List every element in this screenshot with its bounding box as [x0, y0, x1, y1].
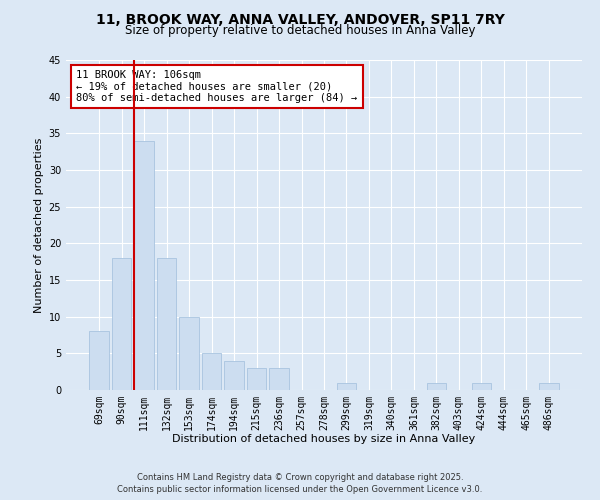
Bar: [202, 354, 221, 390]
Bar: [269, 368, 289, 390]
Bar: [472, 382, 491, 390]
Bar: [427, 382, 446, 390]
X-axis label: Distribution of detached houses by size in Anna Valley: Distribution of detached houses by size …: [172, 434, 476, 444]
Bar: [89, 332, 109, 390]
Bar: [157, 258, 176, 390]
Bar: [179, 316, 199, 390]
Bar: [247, 368, 266, 390]
Bar: [112, 258, 131, 390]
Text: 11, BROOK WAY, ANNA VALLEY, ANDOVER, SP11 7RY: 11, BROOK WAY, ANNA VALLEY, ANDOVER, SP1…: [95, 12, 505, 26]
Y-axis label: Number of detached properties: Number of detached properties: [34, 138, 44, 312]
Text: Contains HM Land Registry data © Crown copyright and database right 2025.
Contai: Contains HM Land Registry data © Crown c…: [118, 472, 482, 494]
Bar: [224, 360, 244, 390]
Text: Size of property relative to detached houses in Anna Valley: Size of property relative to detached ho…: [125, 24, 475, 37]
Bar: [539, 382, 559, 390]
Bar: [337, 382, 356, 390]
Bar: [134, 140, 154, 390]
Text: 11 BROOK WAY: 106sqm
← 19% of detached houses are smaller (20)
80% of semi-detac: 11 BROOK WAY: 106sqm ← 19% of detached h…: [76, 70, 358, 103]
